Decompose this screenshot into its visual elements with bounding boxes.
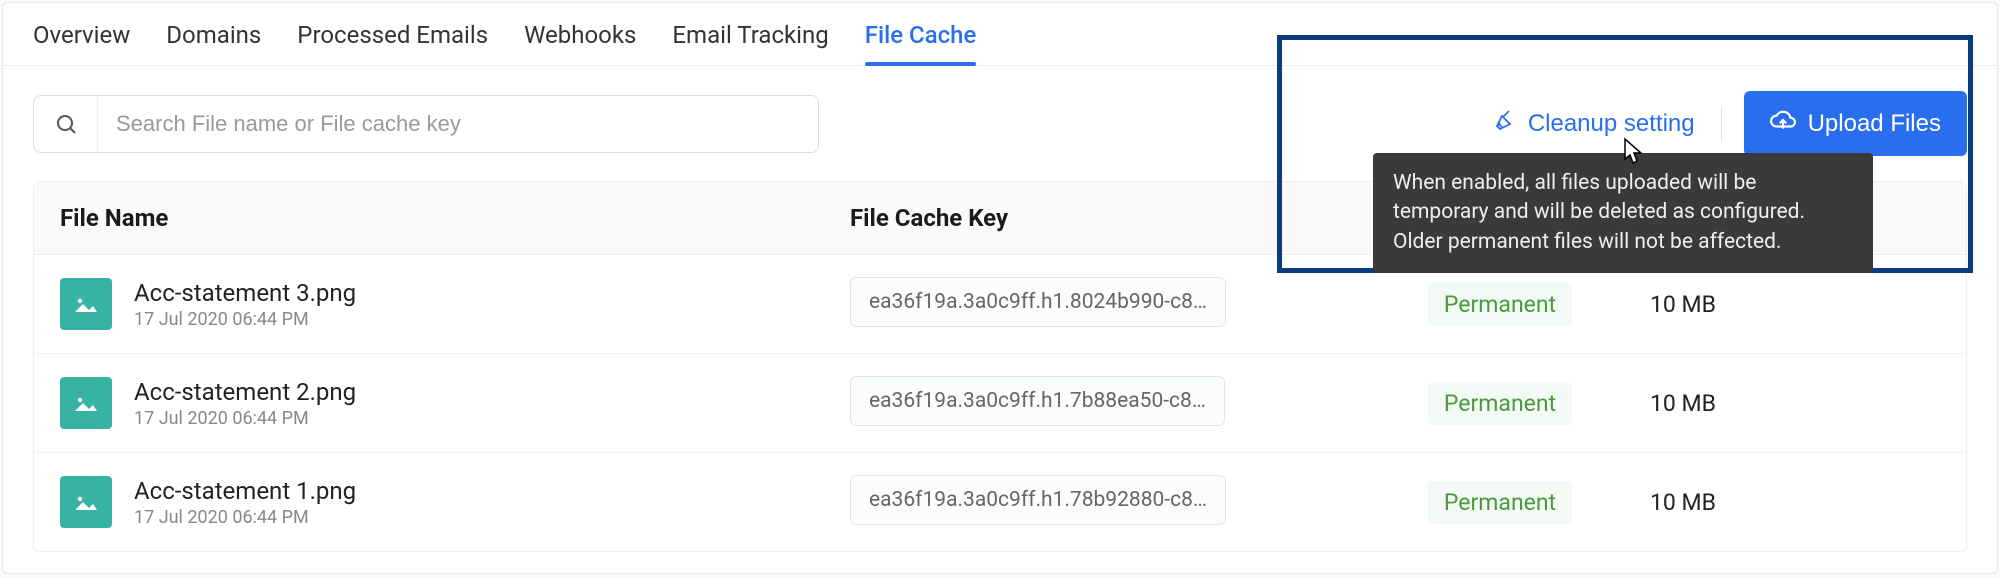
size-cell: 10 MB [1650, 291, 1830, 318]
upload-files-label: Upload Files [1808, 110, 1941, 138]
file-date: 17 Jul 2020 06:44 PM [134, 507, 356, 528]
status-badge: Permanent [1428, 382, 1572, 425]
cache-key-badge[interactable]: ea36f19a.3a0c9ff.h1.78b92880-c8… [850, 475, 1226, 525]
search-icon[interactable] [34, 96, 98, 152]
file-cell: Acc-statement 3.png 17 Jul 2020 06:44 PM [60, 278, 850, 330]
upload-files-button[interactable]: Upload Files [1744, 91, 1967, 156]
column-file-name: File Name [60, 204, 850, 232]
status-cell: Permanent [1350, 382, 1650, 425]
table-row[interactable]: Acc-statement 2.png 17 Jul 2020 06:44 PM… [34, 354, 1966, 453]
file-date: 17 Jul 2020 06:44 PM [134, 408, 356, 429]
size-cell: 10 MB [1650, 489, 1830, 516]
tab-webhooks[interactable]: Webhooks [524, 21, 636, 65]
status-badge: Permanent [1428, 283, 1572, 326]
app-container: Overview Domains Processed Emails Webhoo… [2, 2, 1998, 574]
tab-bar: Overview Domains Processed Emails Webhoo… [3, 3, 1997, 66]
cache-key-badge[interactable]: ea36f19a.3a0c9ff.h1.7b88ea50-c8… [850, 376, 1225, 426]
cleanup-tooltip: When enabled, all files uploaded will be… [1373, 153, 1873, 273]
tab-processed-emails[interactable]: Processed Emails [297, 21, 488, 65]
tab-overview[interactable]: Overview [33, 21, 130, 65]
toolbar-actions: Cleanup setting Upload Files [1490, 91, 1967, 156]
cleanup-setting-label: Cleanup setting [1528, 110, 1695, 138]
image-file-icon [60, 278, 112, 330]
file-cell: Acc-statement 1.png 17 Jul 2020 06:44 PM [60, 476, 850, 528]
file-name: Acc-statement 3.png [134, 279, 356, 307]
status-cell: Permanent [1350, 283, 1650, 326]
broom-icon [1494, 108, 1518, 139]
key-cell: ea36f19a.3a0c9ff.h1.8024b990-c8… [850, 277, 1350, 331]
status-badge: Permanent [1428, 481, 1572, 524]
file-name: Acc-statement 1.png [134, 477, 356, 505]
cloud-upload-icon [1770, 107, 1796, 140]
status-cell: Permanent [1350, 481, 1650, 524]
tab-domains[interactable]: Domains [166, 21, 261, 65]
tab-email-tracking[interactable]: Email Tracking [672, 21, 828, 65]
search-box [33, 95, 819, 153]
cursor-pointer-icon [1619, 137, 1645, 171]
column-file-cache-key: File Cache Key [850, 204, 1350, 232]
file-date: 17 Jul 2020 06:44 PM [134, 309, 356, 330]
search-input[interactable] [98, 96, 818, 152]
key-cell: ea36f19a.3a0c9ff.h1.78b92880-c8… [850, 475, 1350, 529]
cache-key-badge[interactable]: ea36f19a.3a0c9ff.h1.8024b990-c8… [850, 277, 1226, 327]
file-cell: Acc-statement 2.png 17 Jul 2020 06:44 PM [60, 377, 850, 429]
image-file-icon [60, 377, 112, 429]
file-name: Acc-statement 2.png [134, 378, 356, 406]
cleanup-setting-button[interactable]: Cleanup setting [1490, 102, 1699, 145]
key-cell: ea36f19a.3a0c9ff.h1.7b88ea50-c8… [850, 376, 1350, 430]
toolbar-divider [1721, 107, 1722, 141]
image-file-icon [60, 476, 112, 528]
size-cell: 10 MB [1650, 390, 1830, 417]
table-row[interactable]: Acc-statement 1.png 17 Jul 2020 06:44 PM… [34, 453, 1966, 551]
tab-file-cache[interactable]: File Cache [865, 21, 977, 65]
